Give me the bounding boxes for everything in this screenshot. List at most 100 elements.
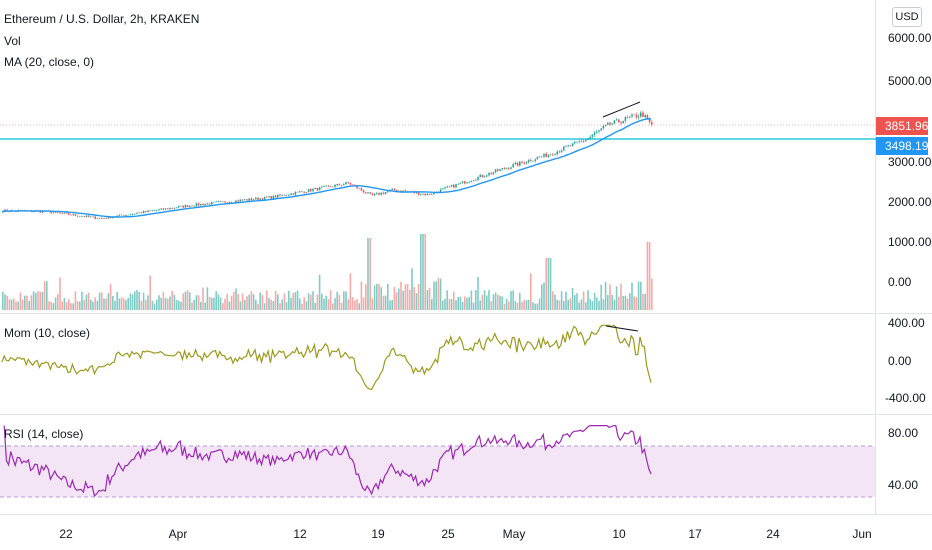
volume-bar	[19, 292, 22, 310]
volume-bar	[162, 292, 165, 310]
candle-body	[200, 203, 202, 206]
candle-body	[613, 120, 616, 124]
candle-body	[79, 216, 81, 217]
volume-bar	[283, 293, 286, 310]
candle-body	[600, 128, 602, 131]
volume-bar	[72, 303, 74, 310]
candle-body	[637, 116, 640, 118]
candle-body	[288, 194, 290, 196]
volume-bar	[442, 300, 444, 310]
volume-bar	[310, 294, 312, 310]
mom-line	[1, 324, 652, 391]
candle-body	[358, 188, 360, 189]
volume-bar	[101, 292, 103, 310]
candle-body	[534, 159, 536, 161]
volume-bar	[129, 293, 132, 310]
volume-bar	[343, 291, 345, 310]
candle-body	[431, 194, 433, 195]
volume-bar	[149, 275, 151, 310]
volume-bar	[136, 290, 138, 310]
time-tick: 10	[612, 527, 626, 541]
candle-body	[158, 209, 160, 211]
candle-body	[316, 187, 319, 191]
volume-bar	[642, 293, 644, 310]
volume-bar	[182, 293, 184, 310]
candle-body	[521, 161, 523, 163]
volume-bar	[125, 300, 127, 310]
candle-body	[604, 124, 607, 127]
candle-body	[538, 156, 541, 158]
volume-bar	[274, 290, 277, 310]
vol-legend[interactable]: Vol	[4, 34, 21, 48]
volume-bar	[6, 295, 8, 310]
candle-body	[565, 146, 567, 147]
candle-body	[151, 210, 154, 212]
symbol-legend[interactable]: Ethereum / U.S. Dollar, 2h, KRAKEN	[4, 12, 199, 26]
candle-body	[272, 195, 275, 199]
last-price-tag-text: 3851.96	[885, 119, 929, 133]
volume-bar	[578, 302, 580, 310]
volume-bar	[499, 295, 501, 310]
volume-bar	[514, 301, 517, 310]
volume-bar	[63, 297, 66, 310]
candle-body	[96, 218, 99, 220]
candle-body	[202, 203, 204, 206]
candle-body	[611, 123, 613, 125]
trendline-price[interactable]	[602, 101, 641, 118]
candle-body	[237, 200, 239, 202]
candle-body	[65, 212, 68, 214]
volume-bar	[497, 294, 499, 310]
volume-bar	[296, 290, 299, 310]
volume-bar	[189, 292, 191, 310]
volume-bar	[325, 295, 327, 310]
volume-bar	[411, 268, 413, 310]
volume-bar	[68, 299, 70, 310]
volume-bar	[466, 297, 468, 310]
volume-bar	[175, 299, 178, 310]
volume-bar	[142, 292, 145, 310]
rsi-legend[interactable]: RSI (14, close)	[4, 427, 83, 441]
candle-body	[580, 141, 583, 142]
volume-bar	[567, 299, 569, 310]
candle-body	[446, 186, 448, 188]
candle-body	[635, 114, 638, 118]
mom-legend[interactable]: Mom (10, close)	[4, 326, 90, 340]
time-axis[interactable]: 22 Apr 12 19 25 May 10 17 24 Jun	[59, 527, 871, 541]
candle-body	[261, 198, 264, 200]
candle-body	[514, 162, 517, 165]
candle-body	[268, 196, 270, 198]
volume-bar	[43, 281, 46, 310]
candle-body	[450, 184, 453, 187]
volume-bar	[626, 298, 629, 310]
volume-bar	[629, 293, 631, 310]
time-tick: 17	[688, 527, 702, 541]
volume-bar	[24, 295, 26, 310]
volume-bar	[167, 298, 169, 310]
trendline-mom[interactable]	[605, 325, 639, 332]
volume-bar	[180, 302, 182, 310]
volume-bar	[160, 297, 162, 310]
candle-body	[371, 193, 374, 196]
volume-bar	[285, 302, 288, 310]
volume-bar	[226, 293, 228, 310]
candle-body	[365, 192, 367, 194]
candle-body	[50, 211, 52, 214]
ma-legend[interactable]: MA (20, close, 0)	[4, 55, 94, 69]
volume-bar	[420, 234, 422, 310]
volume-bar	[4, 294, 6, 310]
volume-bar	[428, 287, 431, 310]
volume-bar	[202, 287, 204, 310]
volume-bar	[90, 300, 92, 310]
volume-bar	[620, 283, 622, 310]
mom-tick: -400.00	[885, 391, 926, 405]
price-axis[interactable]: 6000.00 5000.00 3000.00 2000.00 1000.00 …	[885, 31, 932, 492]
candle-body	[120, 214, 123, 216]
candle-body	[624, 117, 627, 121]
candle-body	[591, 134, 594, 137]
candle-body	[420, 194, 422, 195]
candle-body	[246, 199, 248, 201]
volume-bar	[54, 297, 57, 310]
currency-button[interactable]: USD	[892, 7, 922, 27]
candle-body	[127, 214, 129, 216]
